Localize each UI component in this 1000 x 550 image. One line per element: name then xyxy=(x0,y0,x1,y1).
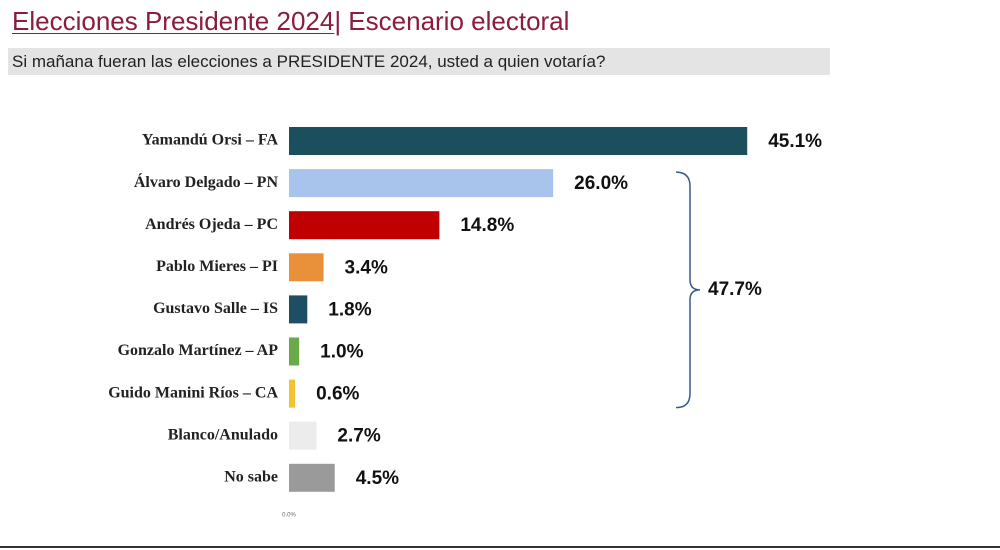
value-label: 14.8% xyxy=(460,215,514,236)
category-label: No sabe xyxy=(224,468,278,485)
category-label: Gustavo Salle – IS xyxy=(153,300,278,317)
title-bar: Elecciones Presidente 2024| Escenario el… xyxy=(12,6,569,37)
bar xyxy=(289,127,748,155)
category-label: Yamandú Orsi – FA xyxy=(142,132,279,149)
value-label: 2.7% xyxy=(337,426,380,447)
value-label: 3.4% xyxy=(345,257,388,278)
value-label: 1.8% xyxy=(328,299,371,320)
category-label: Blanco/Anulado xyxy=(168,426,278,443)
value-label: 0.6% xyxy=(316,384,359,405)
bar xyxy=(289,169,554,198)
category-label: Andrés Ojeda – PC xyxy=(145,216,278,233)
category-label: Guido Manini Ríos – CA xyxy=(108,384,278,401)
bar xyxy=(289,337,300,366)
category-label: Gonzalo Martínez – AP xyxy=(118,342,279,359)
bar xyxy=(289,421,317,450)
value-label: 4.5% xyxy=(356,468,399,489)
chart-subtitle: Si mañana fueran las elecciones a PRESID… xyxy=(8,48,830,75)
title-section: | Escenario electoral xyxy=(334,6,570,36)
category-label: Álvaro Delgado – PN xyxy=(134,172,279,191)
category-label: Pablo Mieres – PI xyxy=(156,258,278,275)
bracket xyxy=(675,171,701,409)
x-tick-label: 0.0% xyxy=(282,513,296,519)
value-label: 26.0% xyxy=(574,173,628,194)
bracket-label: 47.7% xyxy=(708,279,762,300)
bar xyxy=(289,295,308,324)
value-label: 45.1% xyxy=(768,131,822,152)
bar xyxy=(289,463,335,492)
chart-title: Elecciones Presidente 2024 xyxy=(12,6,335,36)
bar xyxy=(289,211,440,240)
value-label: 1.0% xyxy=(320,342,363,363)
bar xyxy=(289,379,296,408)
bar xyxy=(289,253,324,282)
